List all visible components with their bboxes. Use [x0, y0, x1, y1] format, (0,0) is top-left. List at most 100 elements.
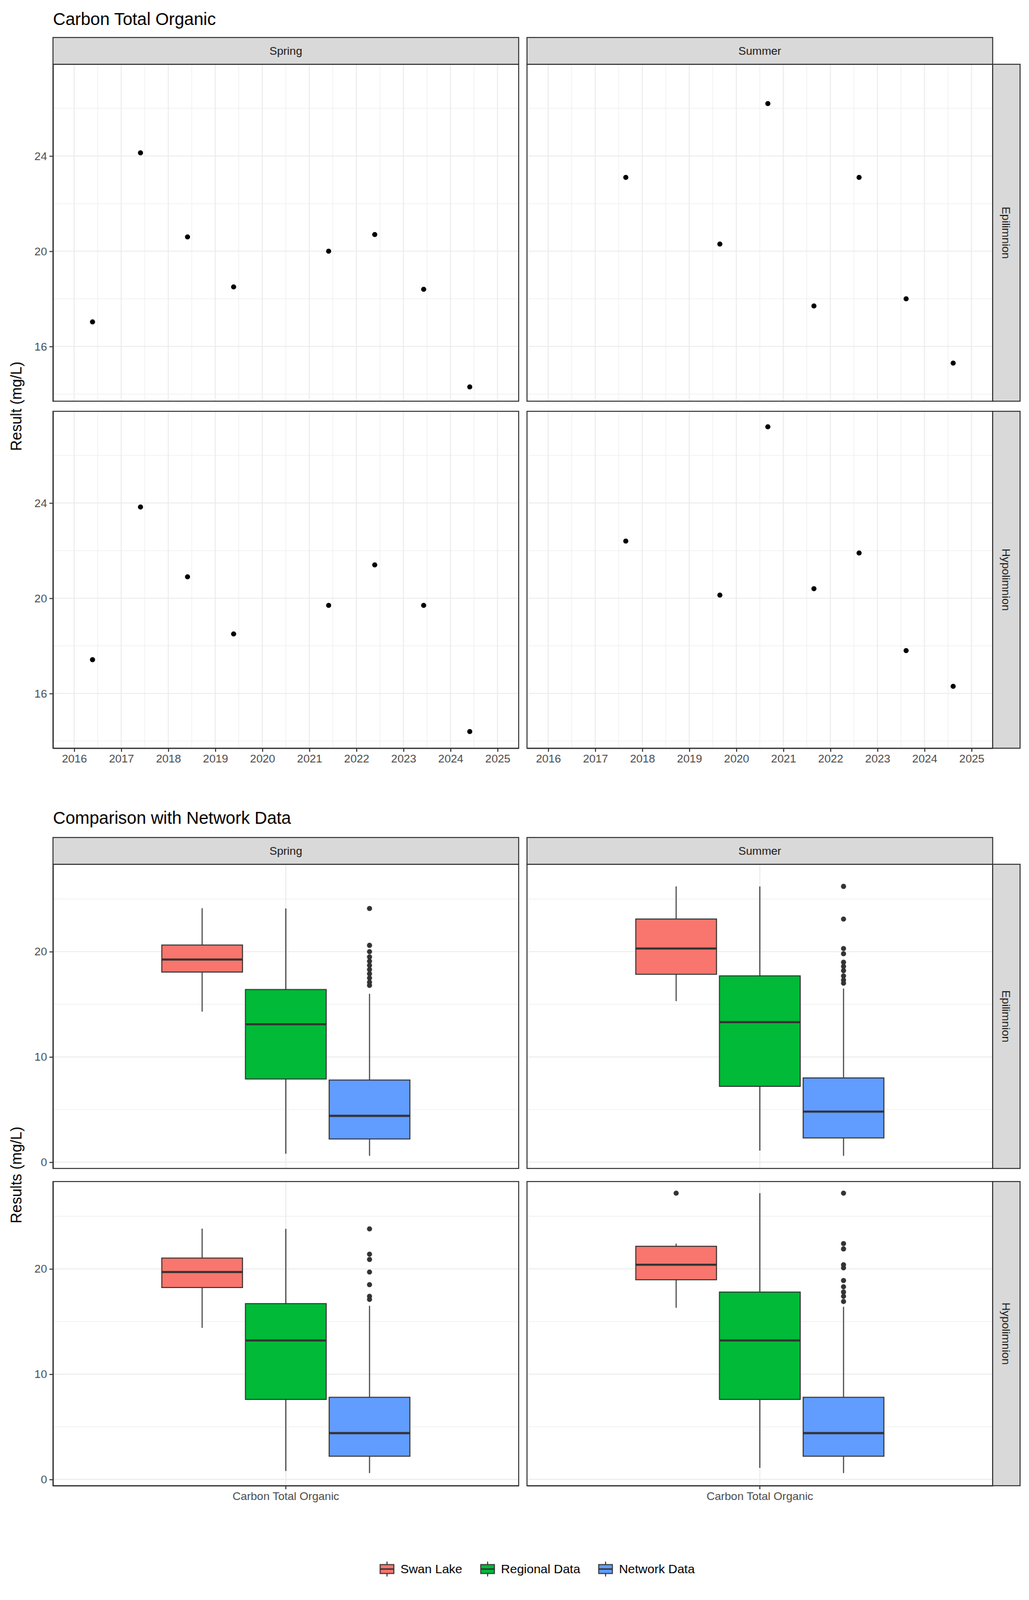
tick-mark — [594, 748, 597, 753]
minor-grid — [759, 411, 761, 749]
grid-line — [527, 1479, 993, 1481]
median — [161, 1271, 243, 1274]
point — [765, 424, 771, 430]
tick-label: 10 — [34, 1368, 48, 1381]
tick-mark — [167, 748, 170, 753]
minor-grid — [712, 64, 714, 402]
minor-grid — [853, 64, 854, 402]
box — [245, 1229, 327, 1473]
tick-label: 0 — [40, 1156, 48, 1169]
point — [421, 287, 427, 293]
legend: Swan LakeRegional DataNetwork Data — [379, 1562, 695, 1578]
panel: Hypolimnion20162017201820192020202120222… — [527, 411, 1021, 766]
grid-line — [527, 1162, 993, 1164]
tick: 20 — [34, 245, 53, 258]
tick-mark — [450, 748, 452, 753]
tick: 2019 — [203, 748, 229, 766]
strip-label: Summer — [738, 844, 782, 858]
strip — [527, 37, 993, 65]
panel-background — [527, 864, 993, 1169]
box — [803, 1190, 885, 1474]
grid — [527, 64, 993, 402]
outlier — [366, 1252, 373, 1258]
tick-mark — [49, 503, 53, 505]
panel-background — [52, 411, 519, 749]
minor-grid — [238, 64, 240, 402]
grid-line — [73, 411, 76, 749]
outlier — [840, 1241, 847, 1247]
tick-label: 20 — [34, 592, 48, 606]
point — [467, 729, 473, 735]
box-body — [161, 945, 243, 973]
tick-mark — [877, 748, 879, 753]
outlier — [840, 1190, 847, 1197]
tick-mark — [49, 1056, 53, 1059]
outlier — [840, 1299, 847, 1305]
minor-grid — [900, 411, 901, 749]
grid-line — [167, 411, 170, 749]
point — [903, 296, 909, 302]
whisker — [759, 1086, 761, 1152]
point — [811, 586, 818, 592]
panel-background — [52, 864, 519, 1169]
whisker — [759, 1193, 761, 1293]
tick-mark — [759, 1486, 761, 1490]
whisker — [285, 1079, 287, 1155]
panel-border — [527, 64, 993, 402]
tick-label: 2018 — [630, 752, 656, 766]
strip-label: Spring — [269, 44, 303, 58]
point — [717, 241, 723, 248]
grid-line — [527, 502, 993, 504]
grid-line — [527, 597, 993, 600]
grid — [527, 864, 993, 1169]
grid-line — [736, 411, 738, 749]
tick-label: 2019 — [677, 752, 703, 766]
minor-grid — [853, 411, 854, 749]
panel: 01020Carbon Total Organic — [34, 1182, 520, 1504]
grid-line — [924, 64, 926, 402]
grid-line — [924, 411, 926, 749]
grid-line — [120, 411, 123, 749]
grid-line — [497, 411, 499, 749]
box — [329, 906, 411, 1157]
grid-line — [527, 693, 993, 695]
panel-background — [52, 1182, 519, 1487]
tick: 2023 — [865, 748, 891, 766]
outlier — [840, 981, 847, 987]
marks — [635, 1190, 885, 1474]
whisker — [843, 1456, 845, 1474]
tick-label: Carbon Total Organic — [232, 1490, 339, 1504]
point — [717, 593, 723, 599]
tick-mark — [49, 951, 53, 953]
tick-label: 2025 — [485, 752, 511, 766]
whisker — [285, 1399, 287, 1472]
panel: SummerEpilimnion — [527, 37, 1021, 402]
point — [138, 504, 144, 511]
grid-line — [403, 411, 405, 749]
whisker — [759, 1399, 761, 1469]
tick-label: 2017 — [108, 752, 134, 766]
whisker — [369, 1456, 371, 1474]
point — [950, 684, 956, 690]
minor-grid — [191, 411, 193, 749]
panel-background — [527, 1182, 993, 1487]
tick: 20 — [34, 592, 53, 606]
median — [719, 1339, 801, 1343]
tick-label: 2021 — [297, 752, 323, 766]
point — [811, 303, 818, 310]
axis-line — [527, 748, 994, 750]
panel-border — [527, 411, 993, 749]
grid-line — [52, 345, 519, 348]
tick-mark — [736, 748, 738, 753]
minor-grid — [473, 411, 475, 749]
median — [161, 958, 243, 962]
whisker — [843, 989, 845, 1079]
tick-label: 16 — [34, 340, 48, 354]
legend-label: Swan Lake — [400, 1562, 463, 1577]
grid-line — [594, 64, 597, 402]
point — [372, 562, 378, 569]
strip — [992, 411, 1021, 749]
whisker — [675, 1280, 678, 1309]
legend-label: Network Data — [618, 1562, 695, 1577]
minor-grid — [285, 411, 287, 749]
